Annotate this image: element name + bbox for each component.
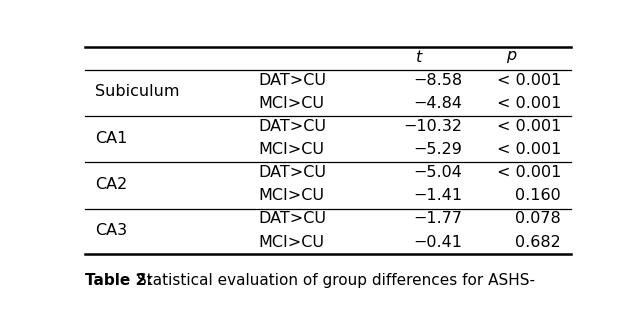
- Text: −1.41: −1.41: [413, 188, 462, 203]
- Text: −5.04: −5.04: [413, 165, 462, 180]
- Text: −8.58: −8.58: [413, 73, 462, 88]
- Text: CA1: CA1: [95, 131, 127, 146]
- Text: MCI>CU: MCI>CU: [259, 235, 324, 249]
- Text: 0.682: 0.682: [515, 235, 561, 249]
- Text: Subiculum: Subiculum: [95, 85, 179, 99]
- Text: CA2: CA2: [95, 177, 127, 192]
- Text: MCI>CU: MCI>CU: [259, 142, 324, 157]
- Text: Statistical evaluation of group differences for ASHS-: Statistical evaluation of group differen…: [137, 273, 535, 288]
- Text: < 0.001: < 0.001: [497, 142, 561, 157]
- Text: −1.77: −1.77: [413, 212, 462, 226]
- Text: < 0.001: < 0.001: [497, 165, 561, 180]
- Text: DAT>CU: DAT>CU: [259, 165, 326, 180]
- Text: DAT>CU: DAT>CU: [259, 119, 326, 134]
- Text: DAT>CU: DAT>CU: [259, 212, 326, 226]
- Text: −5.29: −5.29: [413, 142, 462, 157]
- Text: −10.32: −10.32: [403, 119, 462, 134]
- Text: < 0.001: < 0.001: [497, 73, 561, 88]
- Text: $t$: $t$: [415, 49, 424, 65]
- Text: < 0.001: < 0.001: [497, 96, 561, 111]
- Text: −4.84: −4.84: [413, 96, 462, 111]
- Text: 0.078: 0.078: [515, 212, 561, 226]
- Text: DAT>CU: DAT>CU: [259, 73, 326, 88]
- Text: CA3: CA3: [95, 223, 127, 238]
- Text: −0.41: −0.41: [413, 235, 462, 249]
- Text: MCI>CU: MCI>CU: [259, 96, 324, 111]
- Text: < 0.001: < 0.001: [497, 119, 561, 134]
- Text: MCI>CU: MCI>CU: [259, 188, 324, 203]
- Text: 0.160: 0.160: [515, 188, 561, 203]
- Text: Table 2:: Table 2:: [85, 273, 152, 288]
- Text: $p$: $p$: [506, 49, 517, 65]
